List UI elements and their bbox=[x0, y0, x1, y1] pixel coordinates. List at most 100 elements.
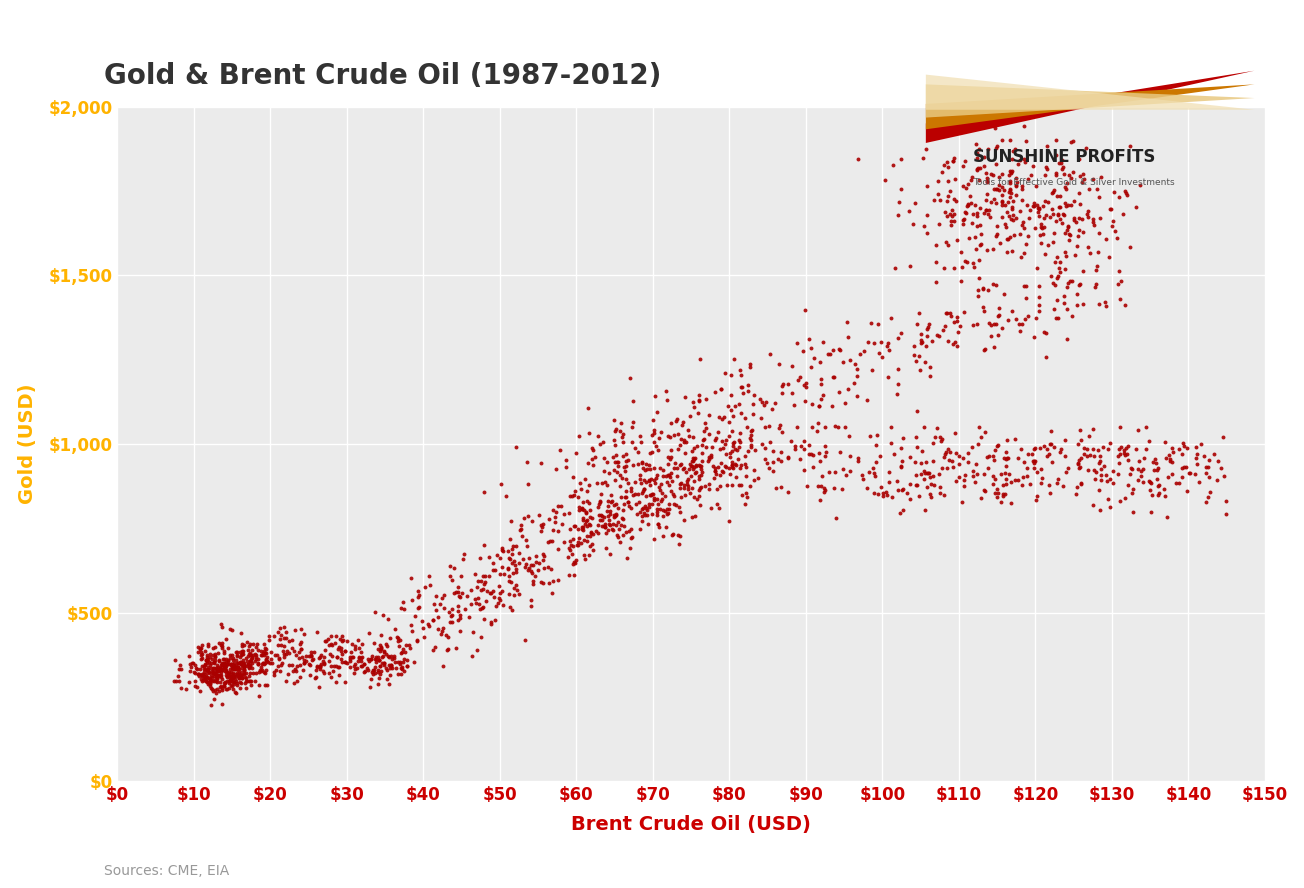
Point bbox=[938, 174, 958, 188]
Point bbox=[188, 667, 209, 681]
Point bbox=[1013, 246, 1034, 260]
Point bbox=[1056, 302, 1077, 316]
Point bbox=[1046, 166, 1067, 180]
Point bbox=[1095, 232, 1116, 246]
Point bbox=[722, 439, 743, 453]
Point bbox=[216, 657, 237, 671]
Point bbox=[484, 591, 505, 605]
Point bbox=[866, 438, 887, 452]
Point bbox=[1061, 309, 1082, 323]
Point bbox=[227, 660, 248, 674]
Point bbox=[336, 634, 357, 648]
Point bbox=[682, 481, 703, 496]
Point bbox=[498, 569, 519, 583]
Point bbox=[631, 456, 652, 470]
Point bbox=[878, 369, 898, 384]
Point bbox=[209, 662, 230, 676]
Point bbox=[226, 673, 246, 687]
Point bbox=[567, 538, 588, 552]
Point bbox=[755, 452, 776, 466]
Point bbox=[209, 680, 230, 694]
Point bbox=[657, 506, 678, 520]
Point bbox=[379, 661, 400, 675]
Point bbox=[811, 392, 832, 406]
Point bbox=[769, 418, 790, 432]
Point bbox=[661, 474, 682, 488]
Point bbox=[231, 656, 252, 670]
Point bbox=[911, 444, 932, 458]
Point bbox=[1068, 436, 1089, 450]
Polygon shape bbox=[926, 71, 1254, 143]
Point bbox=[214, 660, 235, 674]
Point bbox=[468, 591, 489, 605]
Point bbox=[604, 511, 625, 525]
Point bbox=[522, 558, 542, 572]
Point bbox=[863, 466, 884, 480]
Point bbox=[241, 647, 262, 662]
Point bbox=[941, 203, 962, 218]
Point bbox=[722, 424, 743, 438]
Point bbox=[906, 468, 927, 482]
Point bbox=[548, 524, 569, 538]
Point bbox=[662, 487, 683, 501]
Point bbox=[274, 650, 295, 664]
Point bbox=[664, 428, 685, 442]
Point bbox=[711, 382, 732, 396]
Point bbox=[1110, 420, 1131, 434]
Point bbox=[289, 670, 310, 684]
Point bbox=[224, 662, 245, 676]
Point bbox=[986, 278, 1007, 292]
Point bbox=[673, 463, 694, 477]
Point bbox=[279, 658, 300, 672]
Point bbox=[377, 639, 398, 654]
Point bbox=[784, 398, 805, 412]
Point bbox=[233, 666, 254, 680]
Point bbox=[503, 588, 524, 602]
Point bbox=[214, 661, 235, 675]
Point bbox=[919, 487, 940, 501]
Point bbox=[925, 430, 945, 444]
Point bbox=[612, 430, 632, 444]
Point bbox=[974, 484, 995, 498]
Point bbox=[660, 470, 681, 484]
Point bbox=[699, 452, 720, 466]
Point bbox=[644, 389, 665, 403]
Point bbox=[985, 486, 1005, 500]
Point bbox=[331, 646, 352, 661]
Point bbox=[572, 513, 593, 527]
Point bbox=[472, 601, 493, 615]
Point bbox=[558, 542, 579, 556]
Point bbox=[778, 450, 799, 464]
Point bbox=[1131, 464, 1151, 479]
Point bbox=[957, 199, 978, 213]
Point bbox=[882, 490, 902, 504]
Point bbox=[488, 596, 509, 610]
Point bbox=[244, 674, 265, 688]
Point bbox=[689, 458, 709, 472]
Point bbox=[943, 151, 964, 165]
Point bbox=[211, 662, 232, 677]
Point bbox=[974, 159, 995, 173]
Point bbox=[844, 376, 865, 390]
Point bbox=[888, 331, 909, 345]
Point bbox=[653, 503, 674, 517]
Point bbox=[983, 192, 1004, 206]
Point bbox=[395, 645, 416, 659]
Point bbox=[917, 178, 938, 193]
Point bbox=[1198, 460, 1219, 474]
Point bbox=[656, 519, 677, 534]
Point bbox=[862, 461, 883, 475]
Point bbox=[209, 670, 230, 684]
Point bbox=[632, 503, 653, 517]
Point bbox=[837, 314, 858, 329]
Point bbox=[321, 659, 342, 673]
Point bbox=[464, 592, 485, 607]
Point bbox=[1005, 187, 1026, 202]
Point bbox=[223, 671, 244, 686]
Point bbox=[947, 314, 968, 329]
Point bbox=[254, 641, 275, 655]
Point bbox=[236, 635, 257, 649]
Point bbox=[585, 524, 606, 538]
Point bbox=[1069, 278, 1090, 292]
Point bbox=[705, 385, 726, 399]
